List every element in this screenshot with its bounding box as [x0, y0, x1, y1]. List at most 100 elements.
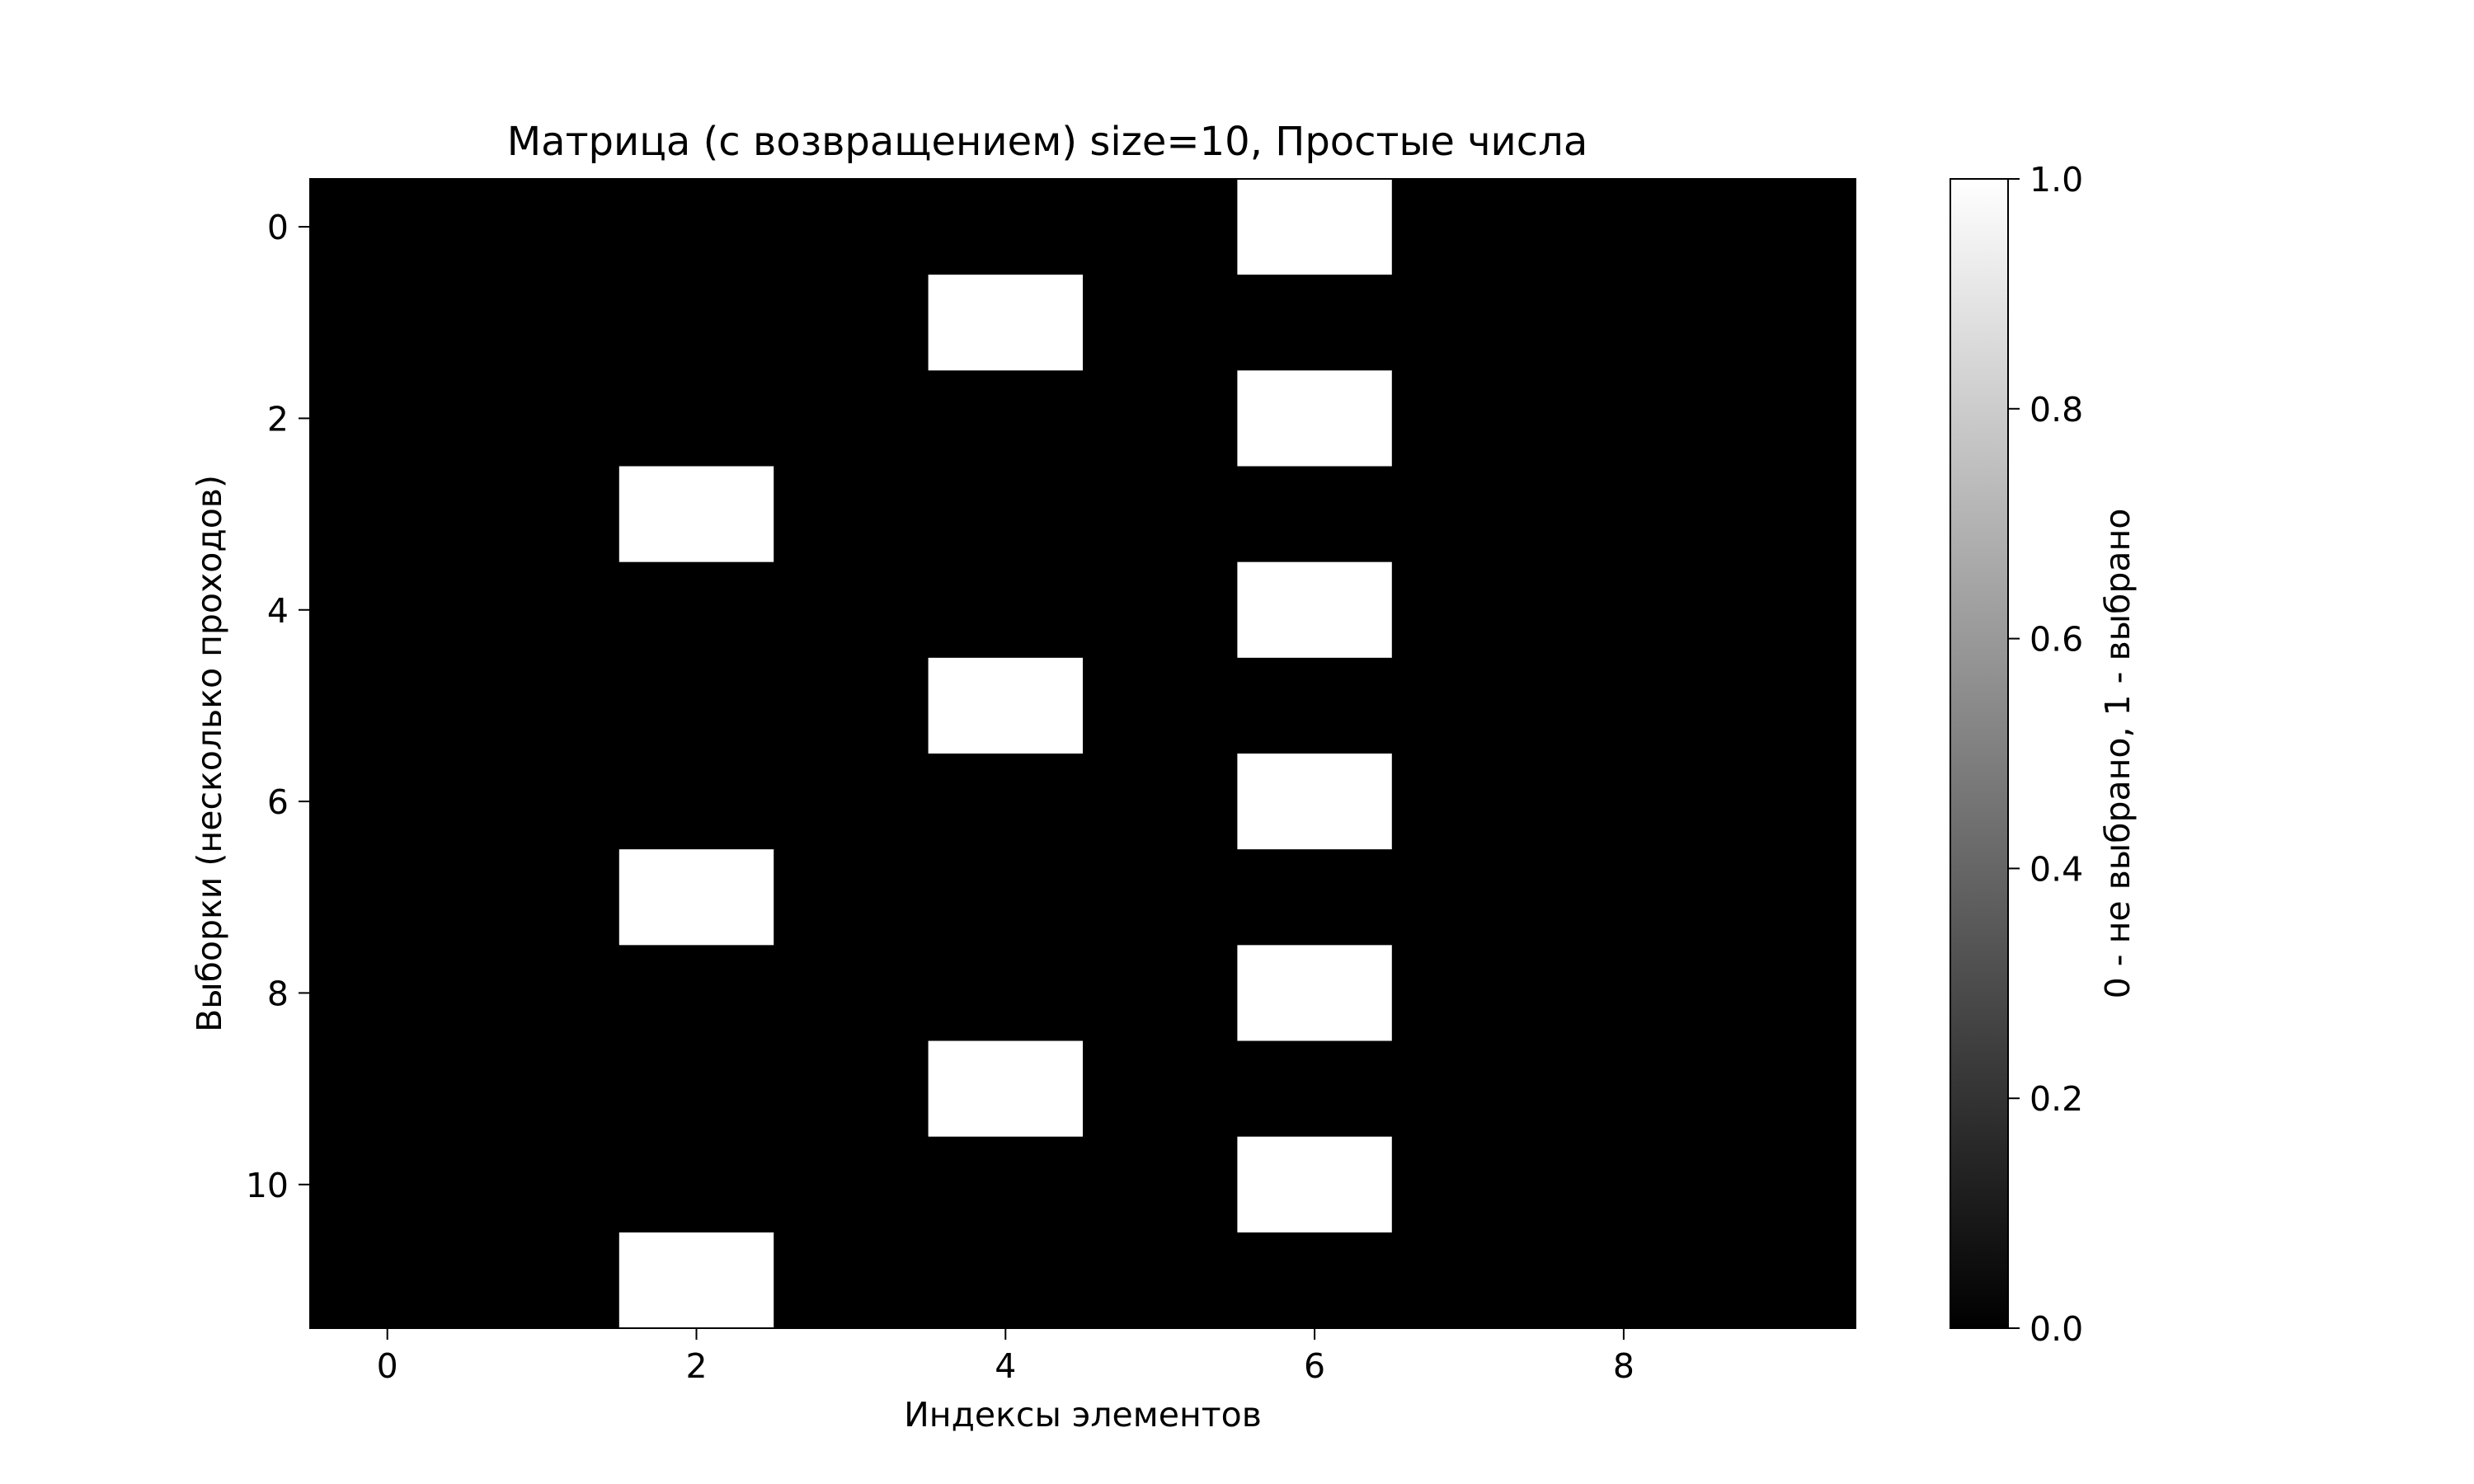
heatmap-cell-r11-c5	[1083, 1232, 1238, 1329]
heatmap-cell-r4-c9	[1700, 561, 1856, 659]
heatmap-cell-r10-c2	[618, 1136, 774, 1233]
heatmap-cell-r10-c0	[310, 1136, 465, 1233]
heatmap-cell-r0-c8	[1546, 179, 1702, 275]
heatmap-cell-r3-c4	[928, 466, 1084, 563]
heatmap-cell-r4-c5	[1083, 561, 1238, 659]
heatmap-cell-r9-c8	[1546, 1040, 1702, 1138]
heatmap-cell-r9-c7	[1391, 1040, 1547, 1138]
heatmap-cell-r1-c4	[928, 275, 1084, 371]
heatmap-cell-r5-c3	[774, 657, 929, 754]
x-tick-label: 6	[1304, 1346, 1325, 1386]
y-tick-label: 4	[267, 591, 289, 631]
heatmap-cell-r7-c7	[1391, 849, 1547, 946]
heatmap-cell-r5-c6	[1237, 657, 1393, 754]
heatmap-cell-r1-c7	[1391, 275, 1547, 371]
heatmap-cell-r3-c2	[618, 466, 774, 563]
heatmap-cells	[310, 179, 1856, 1329]
heatmap-cell-r8-c2	[618, 945, 774, 1042]
heatmap-cell-r2-c6	[1237, 370, 1393, 467]
heatmap-cell-r11-c7	[1391, 1232, 1547, 1329]
heatmap-cell-r0-c5	[1083, 179, 1238, 275]
heatmap-cell-r7-c0	[310, 849, 465, 946]
heatmap-cell-r10-c6	[1237, 1136, 1393, 1233]
heatmap-cell-r2-c4	[928, 370, 1084, 467]
heatmap-cell-r8-c7	[1391, 945, 1547, 1042]
heatmap-cell-r8-c1	[464, 945, 620, 1042]
heatmap-cell-r7-c3	[774, 849, 929, 946]
heatmap-cell-r11-c6	[1237, 1232, 1393, 1329]
heatmap-cell-r6-c2	[618, 754, 774, 850]
heatmap-cell-r0-c7	[1391, 179, 1547, 275]
heatmap-cell-r6-c3	[774, 754, 929, 850]
x-tick-label: 2	[685, 1346, 707, 1386]
heatmap-cell-r1-c9	[1700, 275, 1856, 371]
heatmap-cell-r9-c9	[1700, 1040, 1856, 1138]
heatmap-cell-r4-c2	[618, 561, 774, 659]
y-tick-label: 2	[267, 399, 289, 439]
heatmap-cell-r8-c8	[1546, 945, 1702, 1042]
heatmap-cell-r9-c6	[1237, 1040, 1393, 1138]
heatmap-cell-r10-c5	[1083, 1136, 1238, 1233]
heatmap-cell-r1-c0	[310, 275, 465, 371]
heatmap-cell-r4-c8	[1546, 561, 1702, 659]
heatmap-cell-r9-c3	[774, 1040, 929, 1138]
heatmap-cell-r8-c9	[1700, 945, 1856, 1042]
heatmap-cell-r0-c3	[774, 179, 929, 275]
heatmap-cell-r10-c1	[464, 1136, 620, 1233]
heatmap-cell-r3-c0	[310, 466, 465, 563]
heatmap-cell-r2-c0	[310, 370, 465, 467]
heatmap-cell-r3-c3	[774, 466, 929, 563]
heatmap-cell-r2-c1	[464, 370, 620, 467]
y-tick-label: 0	[267, 208, 289, 247]
heatmap-cell-r11-c3	[774, 1232, 929, 1329]
heatmap-cell-r7-c8	[1546, 849, 1702, 946]
heatmap-cell-r11-c1	[464, 1232, 620, 1329]
heatmap-cell-r3-c7	[1391, 466, 1547, 563]
heatmap-cell-r11-c2	[618, 1232, 774, 1329]
heatmap-cell-r9-c4	[928, 1040, 1084, 1138]
heatmap-cell-r5-c4	[928, 657, 1084, 754]
heatmap-cell-r6-c1	[464, 754, 620, 850]
colorbar-tick-label: 0.6	[2030, 620, 2083, 660]
heatmap-cell-r2-c8	[1546, 370, 1702, 467]
heatmap-cell-r5-c0	[310, 657, 465, 754]
heatmap-cell-r0-c0	[310, 179, 465, 275]
heatmap-cell-r0-c2	[618, 179, 774, 275]
heatmap-cell-r0-c9	[1700, 179, 1856, 275]
y-axis-ticks: 0 2 4 6 8 10	[246, 208, 310, 1205]
heatmap-cell-r1-c1	[464, 275, 620, 371]
x-tick-label: 4	[995, 1346, 1016, 1386]
heatmap-cell-r9-c5	[1083, 1040, 1238, 1138]
heatmap-cell-r7-c2	[618, 849, 774, 946]
heatmap-cell-r7-c9	[1700, 849, 1856, 946]
colorbar-tick-label: 0.4	[2030, 849, 2083, 889]
heatmap-cell-r6-c8	[1546, 754, 1702, 850]
heatmap-cell-r1-c2	[618, 275, 774, 371]
heatmap-cell-r2-c5	[1083, 370, 1238, 467]
heatmap-cell-r8-c4	[928, 945, 1084, 1042]
heatmap-cell-r8-c0	[310, 945, 465, 1042]
heatmap-cell-r8-c3	[774, 945, 929, 1042]
colorbar-ticks: 0.0 0.2 0.4 0.6 0.8 1.0	[2008, 160, 2083, 1349]
heatmap-cell-r1-c3	[774, 275, 929, 371]
heatmap-cell-r6-c4	[928, 754, 1084, 850]
heatmap-cell-r7-c1	[464, 849, 620, 946]
heatmap-cell-r5-c8	[1546, 657, 1702, 754]
heatmap-cell-r10-c4	[928, 1136, 1084, 1233]
heatmap-cell-r9-c0	[310, 1040, 465, 1138]
heatmap-cell-r7-c5	[1083, 849, 1238, 946]
heatmap-cell-r3-c1	[464, 466, 620, 563]
heatmap-cell-r11-c0	[310, 1232, 465, 1329]
colorbar-tick-label: 0.8	[2030, 390, 2083, 430]
heatmap-cell-r6-c5	[1083, 754, 1238, 850]
y-tick-label: 6	[267, 782, 289, 822]
heatmap-cell-r4-c6	[1237, 561, 1393, 659]
heatmap-cell-r0-c4	[928, 179, 1084, 275]
heatmap-cell-r5-c5	[1083, 657, 1238, 754]
heatmap-cell-r4-c4	[928, 561, 1084, 659]
heatmap-cell-r4-c7	[1391, 561, 1547, 659]
heatmap-cell-r9-c1	[464, 1040, 620, 1138]
x-tick-label: 0	[377, 1346, 398, 1386]
heatmap-cell-r10-c7	[1391, 1136, 1547, 1233]
